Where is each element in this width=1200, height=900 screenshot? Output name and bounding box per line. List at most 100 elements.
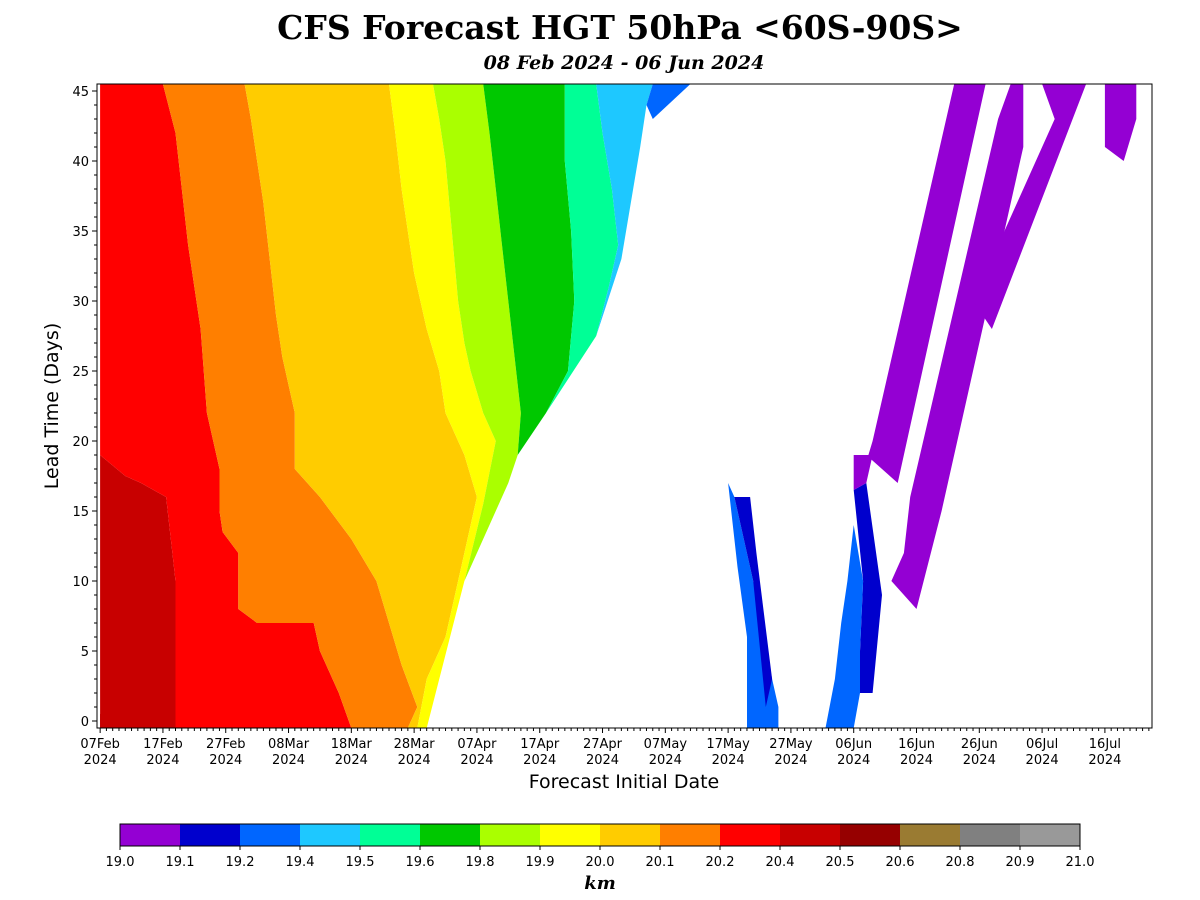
x-tick-label: 16Jul [1089,737,1121,752]
colorbar-tick-label: 20.9 [1006,855,1035,870]
x-axis: 07Feb202417Feb202427Feb202408Mar202418Ma… [80,728,1150,768]
heatmap-region [596,84,653,336]
colorbar-swatch [960,824,1020,846]
colorbar-swatch [840,824,900,846]
heatmap-region [728,483,779,728]
x-tick-year: 2024 [900,753,933,768]
colorbar-swatch [180,824,240,846]
colorbar-swatch [540,824,600,846]
x-tick-year: 2024 [272,753,305,768]
x-tick-label: 08Mar [268,737,310,752]
x-tick-year: 2024 [649,753,682,768]
y-tick-label: 35 [72,225,89,240]
colorbar-tick-label: 21.0 [1066,855,1095,870]
colorbar-swatch [240,824,300,846]
colorbar-tick-label: 19.2 [226,855,255,870]
x-tick-year: 2024 [460,753,493,768]
heatmap-region [483,84,575,455]
colorbar-swatch [480,824,540,846]
x-tick-label: 18Mar [331,737,373,752]
colorbar-swatch [780,824,840,846]
heatmap-region [973,84,1087,329]
x-tick-year: 2024 [712,753,745,768]
y-axis: 0 5 10 15 20 25 30 35 40 45 [72,85,97,730]
colorbar-tick-label: 20.6 [886,855,915,870]
colorbar-swatch [660,824,720,846]
colorbar-tick-label: 19.5 [346,855,375,870]
y-tick-label: 30 [72,295,89,310]
x-tick-label: 28Mar [394,737,436,752]
colorbar-tick-label: 19.4 [286,855,315,870]
colorbar-unit-label: km [584,873,616,894]
x-tick-label: 06Jul [1026,737,1058,752]
heatmap-region [734,497,773,707]
colorbar-tick-label: 20.2 [706,855,735,870]
colorbar-tick-label: 20.5 [826,855,855,870]
y-tick-label: 5 [81,645,89,660]
colorbar-tick-label: 20.1 [646,855,675,870]
y-tick-label: 0 [81,715,89,730]
x-tick-label: 07Apr [457,737,497,752]
colorbar-swatch [720,824,780,846]
x-tick-label: 27Apr [583,737,623,752]
x-tick-year: 2024 [84,753,117,768]
x-tick-label: 27Feb [206,737,246,752]
heatmap-cells [100,84,1137,728]
x-tick-label: 27May [769,737,813,752]
x-tick-label: 07May [644,737,688,752]
x-tick-year: 2024 [523,753,556,768]
x-tick-year: 2024 [774,753,807,768]
colorbar-swatch [120,824,180,846]
colorbar-swatch [1020,824,1080,846]
heatmap-region [389,84,496,728]
x-axis-title: Forecast Initial Date [529,771,719,793]
colorbar-swatch [900,824,960,846]
x-tick-year: 2024 [586,753,619,768]
colorbar-tick-label: 20.8 [946,855,975,870]
x-tick-label: 06Jun [835,737,872,752]
x-tick-label: 16Jun [898,737,935,752]
heatmap-region [100,455,176,728]
x-tick-label: 07Feb [80,737,120,752]
x-tick-label: 17Apr [520,737,560,752]
colorbar-tick-label: 20.4 [766,855,795,870]
colorbar-tick-label: 19.9 [526,855,555,870]
heatmap-region [244,84,477,728]
heatmap-region [546,84,619,413]
heatmap-region [1104,84,1137,161]
chart-title: CFS Forecast HGT 50hPa <60S-90S> [277,8,963,47]
colorbar-swatch [300,824,360,846]
colorbar-tick-label: 19.6 [406,855,435,870]
y-tick-label: 15 [72,505,89,520]
colorbar: 19.0 19.1 19.2 19.4 19.5 19.6 19.8 19.9 20.0 20.1… [106,823,1095,870]
x-tick-year: 2024 [1026,753,1059,768]
heatmap-region [853,483,882,693]
plot-frame [96,83,1153,729]
x-tick-label: 17Feb [143,737,183,752]
x-tick-year: 2024 [146,753,179,768]
heatmap-region [860,84,986,483]
heatmap-region [646,84,691,119]
heatmap-region [162,84,418,728]
colorbar-tick-label: 19.1 [166,855,195,870]
x-tick-year: 2024 [963,753,996,768]
heatmap-region [825,525,864,728]
x-tick-year: 2024 [1088,753,1121,768]
colorbar-swatch [420,824,480,846]
x-tick-year: 2024 [209,753,242,768]
y-axis-title: Lead Time (Days) [41,323,63,489]
colorbar-tick-label: 19.0 [106,855,135,870]
y-tick-label: 45 [72,85,89,100]
y-tick-label: 40 [72,155,89,170]
colorbar-swatch [600,824,660,846]
x-tick-label: 26Jun [961,737,998,752]
heatmap-region [891,84,1024,609]
y-tick-label: 10 [72,575,89,590]
heatmap-region [433,84,521,581]
x-tick-year: 2024 [837,753,870,768]
y-tick-label: 20 [72,435,89,450]
y-tick-label: 25 [72,365,89,380]
colorbar-tick-label: 20.0 [586,855,615,870]
x-tick-label: 17May [706,737,750,752]
